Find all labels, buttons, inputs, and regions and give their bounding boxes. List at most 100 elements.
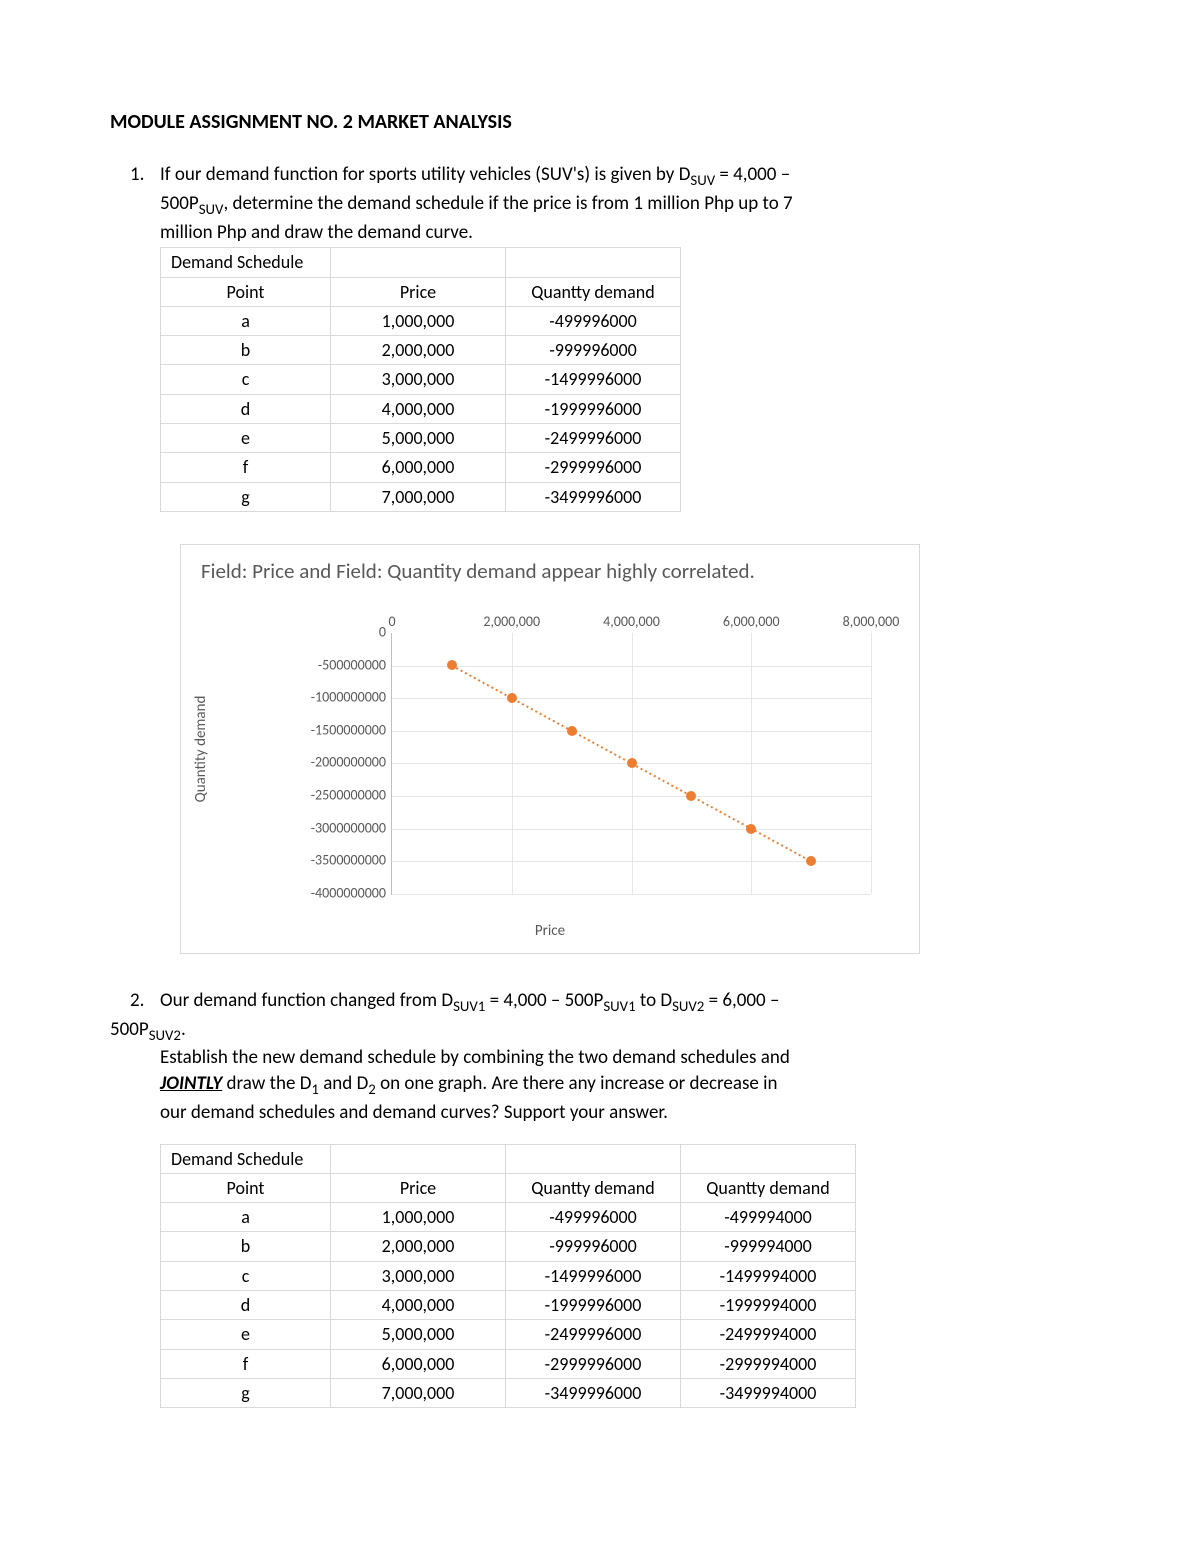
cell-qty1: -999996000	[506, 1232, 681, 1261]
table-row: d4,000,000-1999996000	[161, 394, 681, 423]
chart-ylabel: Quantity demand	[191, 696, 211, 803]
table1-empty	[331, 248, 506, 277]
q2-line5: our demand schedules and demand curves? …	[160, 1100, 1090, 1126]
cell-qty: -999996000	[506, 336, 681, 365]
ytick-label: -1500000000	[311, 721, 392, 740]
q2-jointly: JOINTLY	[160, 1072, 222, 1095]
cell-price: 2,000,000	[331, 336, 506, 365]
table-row: b2,000,000-999996000	[161, 336, 681, 365]
cell-point: a	[161, 1203, 331, 1232]
cell-price: 4,000,000	[331, 1290, 506, 1319]
table-row: e5,000,000-2499996000	[161, 423, 681, 452]
table-row: f6,000,000-2999996000	[161, 453, 681, 482]
xtick-label: 2,000,000	[483, 613, 540, 632]
q2-sub4: SUV2	[149, 1025, 181, 1043]
cell-price: 6,000,000	[331, 1349, 506, 1378]
table-row: Demand Schedule	[161, 1144, 856, 1173]
cell-qty2: -1999994000	[681, 1290, 856, 1319]
q1-line3: million Php and draw the demand curve.	[160, 220, 1090, 246]
cell-point: f	[161, 1349, 331, 1378]
table-row: a1,000,000-499996000	[161, 306, 681, 335]
q1-line1: 1.If our demand function for sports util…	[160, 162, 1090, 191]
table-row: c3,000,000-1499996000-1499994000	[161, 1261, 856, 1290]
q2-text-1a: Our demand function changed from D	[160, 989, 453, 1012]
cell-qty: -2499996000	[506, 423, 681, 452]
q1-line2: 500PSUV, determine the demand schedule i…	[160, 191, 1090, 220]
ytick-label: -3500000000	[311, 852, 392, 871]
table-row: f6,000,000-2999996000-2999994000	[161, 1349, 856, 1378]
grid-h	[392, 796, 871, 797]
cell-qty1: -2999996000	[506, 1349, 681, 1378]
cell-qty2: -3499994000	[681, 1378, 856, 1407]
q1-text-1b: = 4,000 –	[715, 163, 790, 186]
cell-qty1: -1999996000	[506, 1290, 681, 1319]
cell-price: 3,000,000	[331, 1261, 506, 1290]
cell-qty: -1499996000	[506, 365, 681, 394]
q1-number: 1.	[130, 162, 160, 188]
q2-number: 2.	[130, 988, 160, 1014]
chart-data-point	[746, 824, 756, 834]
q2-text-1c: to D	[636, 989, 672, 1012]
cell-qty1: -499996000	[506, 1203, 681, 1232]
q2-line3: Establish the new demand schedule by com…	[160, 1045, 1090, 1071]
xtick-label: 6,000,000	[723, 613, 780, 632]
chart-title: Field: Price and Field: Quantity demand …	[201, 557, 899, 585]
ytick-label: -2000000000	[311, 754, 392, 773]
xtick-label: 8,000,000	[843, 613, 900, 632]
cell-price: 5,000,000	[331, 423, 506, 452]
cell-qty2: -499994000	[681, 1203, 856, 1232]
cell-price: 1,000,000	[331, 1203, 506, 1232]
q1-sub1: SUV	[690, 171, 715, 189]
cell-point: d	[161, 394, 331, 423]
cell-point: c	[161, 1261, 331, 1290]
table2-header-label: Demand Schedule	[161, 1144, 331, 1173]
ytick-label: -3000000000	[311, 819, 392, 838]
table1-header-label: Demand Schedule	[161, 248, 331, 277]
chart-xlabel: Price	[181, 921, 919, 941]
table1-empty	[506, 248, 681, 277]
q2-line4: JOINTLY draw the D1 and D2 on one graph.…	[160, 1071, 1090, 1100]
chart-data-point	[806, 856, 816, 866]
cell-point: g	[161, 482, 331, 511]
chart-data-point	[567, 726, 577, 736]
question-2: 2.Our demand function changed from DSUV1…	[110, 988, 1090, 1408]
q1-text-2b: , determine the demand schedule if the p…	[223, 192, 792, 215]
cell-price: 7,000,000	[331, 482, 506, 511]
chart-data-point	[507, 693, 517, 703]
cell-qty: -499996000	[506, 306, 681, 335]
table1-col1: Point	[161, 277, 331, 306]
xtick-label: 4,000,000	[603, 613, 660, 632]
chart-plot-area: 02,000,0004,000,0006,000,0008,000,0000-5…	[391, 633, 871, 895]
cell-price: 5,000,000	[331, 1320, 506, 1349]
cell-price: 7,000,000	[331, 1378, 506, 1407]
table1-col3: Quantty demand	[506, 277, 681, 306]
q2-text-1b: = 4,000 – 500P	[485, 989, 603, 1012]
cell-price: 6,000,000	[331, 453, 506, 482]
q2-sub1: SUV1	[453, 997, 485, 1015]
cell-qty1: -1499996000	[506, 1261, 681, 1290]
table2-empty	[331, 1144, 506, 1173]
chart-data-point	[447, 660, 457, 670]
q1-text-2a: 500P	[160, 192, 199, 215]
table2-empty	[681, 1144, 856, 1173]
ytick-label: 0	[379, 623, 392, 642]
cell-price: 2,000,000	[331, 1232, 506, 1261]
q2-text-2a: 500P	[110, 1018, 149, 1041]
grid-h	[392, 666, 871, 667]
cell-qty1: -3499996000	[506, 1378, 681, 1407]
q2-text-4b: and D	[319, 1072, 368, 1095]
cell-price: 4,000,000	[331, 394, 506, 423]
table2-col2: Price	[331, 1173, 506, 1202]
ytick-label: -2500000000	[311, 787, 392, 806]
q2-sub6: 2	[368, 1080, 376, 1098]
table2-empty	[506, 1144, 681, 1173]
q2-text-1d: = 6,000 –	[704, 989, 779, 1012]
table-row: Point Price Quantty demand	[161, 277, 681, 306]
table-row: a1,000,000-499996000-499994000	[161, 1203, 856, 1232]
q2-text-2b: .	[181, 1018, 186, 1041]
q2-sub3: SUV2	[672, 997, 704, 1015]
q2-text-4a: draw the D	[222, 1072, 311, 1095]
cell-qty2: -2499994000	[681, 1320, 856, 1349]
cell-qty2: -2999994000	[681, 1349, 856, 1378]
demand-chart: Field: Price and Field: Quantity demand …	[180, 544, 920, 954]
